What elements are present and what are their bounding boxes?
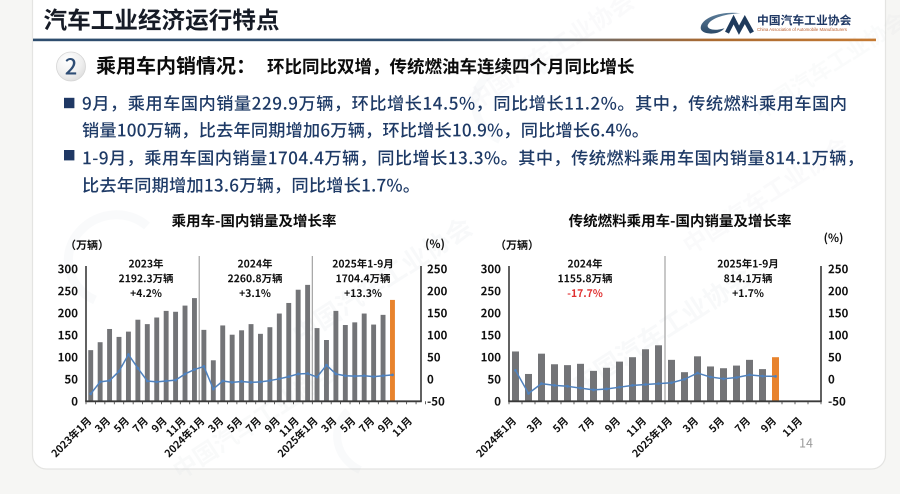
svg-text:China Association of Automobil: China Association of Automobile Manufact… (757, 27, 848, 32)
